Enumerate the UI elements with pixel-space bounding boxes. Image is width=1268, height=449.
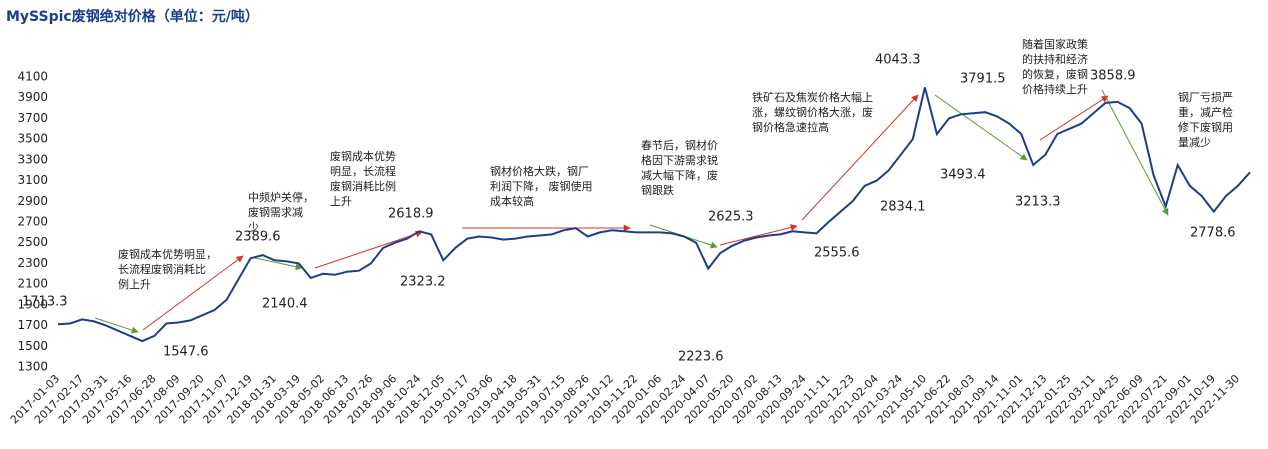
y-tick-label: 1500 <box>17 339 48 353</box>
point-label: 1547.6 <box>163 345 209 360</box>
point-label: 2778.6 <box>1190 226 1236 241</box>
y-tick-label: 1900 <box>17 297 48 311</box>
point-label: 2555.6 <box>814 246 860 261</box>
point-label: 2140.4 <box>262 297 308 312</box>
annotation: 上升 <box>330 195 352 208</box>
annotation: 修下废钢用 <box>1178 120 1233 134</box>
y-tick-label: 3500 <box>17 132 48 146</box>
annotation: 利润下降， 废钢使用 <box>490 179 593 193</box>
annotation: 钢厂亏损严 <box>1178 90 1233 104</box>
point-label: 4043.3 <box>875 53 921 68</box>
annotation: 废钢需求减 <box>248 205 303 219</box>
chart-title: MySSpic废钢绝对价格（单位：元/吨） <box>6 8 259 25</box>
annotation: 少 <box>248 221 259 234</box>
annotation: 成本较高 <box>490 194 534 208</box>
annotation: 减大幅下降，废 <box>641 168 718 182</box>
y-tick-label: 2100 <box>17 277 48 291</box>
point-label: 3858.9 <box>1090 69 1136 84</box>
point-label: 2625.3 <box>708 210 754 225</box>
annotation: 铁矿石及焦炭价格大幅上 <box>752 90 873 104</box>
annotation: 随着国家政策 <box>1022 37 1088 51</box>
annotation: 涨，螺纹钢价格大涨，废 <box>752 105 873 119</box>
point-label: 2323.2 <box>400 275 446 290</box>
point-label: 2223.6 <box>678 350 724 365</box>
annotation: 中频炉关停， <box>248 190 314 204</box>
y-tick-label: 4100 <box>17 70 48 84</box>
annotation: 钢价格急速拉高 <box>752 120 829 134</box>
trend-arrows-up <box>142 94 1109 331</box>
annotation: 明显，长流程 <box>330 164 396 178</box>
y-tick-label: 3900 <box>17 90 48 104</box>
y-tick-label: 1300 <box>17 360 48 374</box>
price-line <box>57 87 1251 343</box>
y-tick-label: 2700 <box>17 215 48 229</box>
point-label: 3213.3 <box>1015 195 1061 210</box>
annotation: 格因下游需求锐 <box>641 153 718 167</box>
annotation: 废钢成本优势明显， <box>118 247 217 261</box>
annotation: 废钢消耗比例 <box>330 179 396 193</box>
annotation: 钢材价格大跌，钢厂 <box>490 164 589 178</box>
annotation: 价格持续上升 <box>1022 82 1088 96</box>
annotation: 钢跟跌 <box>641 183 674 197</box>
point-label: 2618.9 <box>388 207 434 222</box>
y-tick-label: 2500 <box>17 235 48 249</box>
annotation: 例上升 <box>118 277 151 291</box>
annotation: 长流程废钢消耗比 <box>118 262 206 276</box>
annotation: 量减少 <box>1178 136 1211 149</box>
y-tick-label: 3100 <box>17 173 48 187</box>
y-tick-label: 3300 <box>17 152 48 166</box>
annotation: 的扶持和经济 <box>1022 52 1088 66</box>
y-tick-label: 1700 <box>17 318 48 332</box>
point-label: 1713.3 <box>22 295 68 310</box>
annotation: 重，减产检 <box>1178 105 1233 119</box>
point-label: 2389.6 <box>235 230 281 245</box>
point-label: 3493.4 <box>940 168 986 183</box>
annotation: 春节后，钢材价 <box>641 138 718 152</box>
y-tick-label: 2300 <box>17 256 48 270</box>
y-tick-label: 3700 <box>17 111 48 125</box>
annotation: 的恢复，废钢 <box>1022 67 1088 81</box>
point-label: 3791.5 <box>960 72 1006 87</box>
y-tick-label: 2900 <box>17 194 48 208</box>
point-label: 2834.1 <box>880 200 926 215</box>
annotation: 废钢成本优势 <box>330 149 396 163</box>
